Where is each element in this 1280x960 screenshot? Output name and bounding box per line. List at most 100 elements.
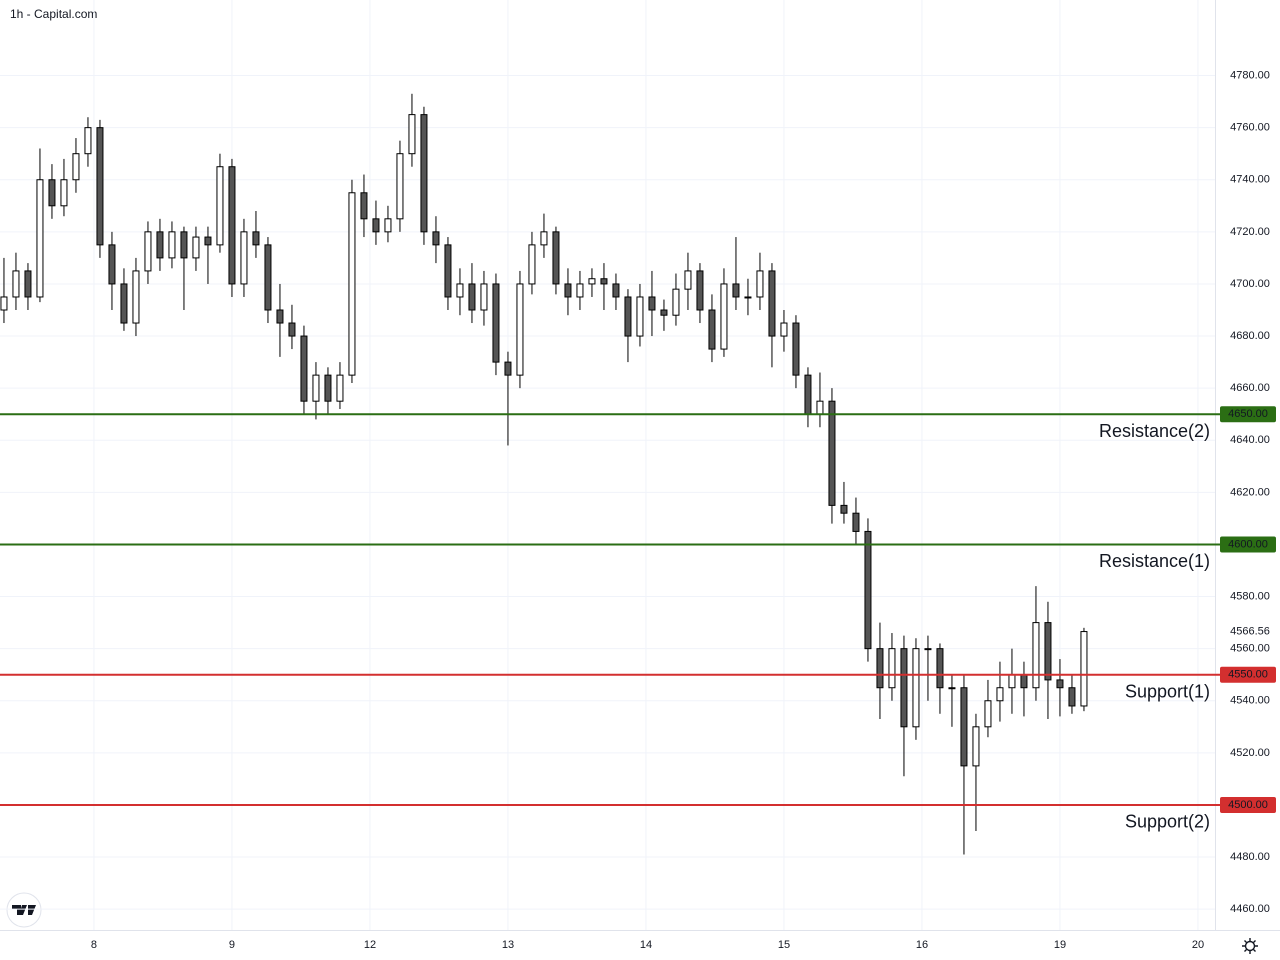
candle-body: [360, 192, 368, 220]
candle-body: [756, 270, 764, 298]
candle-body: [228, 166, 236, 285]
candle-body: [888, 648, 896, 689]
settings-icon[interactable]: [1242, 938, 1258, 954]
candle-body: [324, 374, 332, 402]
candle-body: [900, 648, 908, 728]
candle-body: [540, 231, 548, 246]
candle-body: [720, 283, 728, 350]
y-tick-label: 4540.00: [1230, 695, 1270, 707]
candle-body: [648, 296, 656, 311]
x-tick-label: 16: [916, 939, 928, 951]
candle-body: [372, 218, 380, 233]
candle-body: [240, 231, 248, 285]
candle-body: [336, 374, 344, 402]
candle-body: [120, 283, 128, 324]
candle-body: [252, 231, 260, 246]
candle-body: [636, 296, 644, 337]
candles: [0, 93, 1088, 855]
candle-body: [708, 309, 716, 350]
candle-body: [1044, 622, 1052, 681]
candle-body: [468, 283, 476, 311]
candle-body: [816, 400, 824, 415]
candle-body: [828, 400, 836, 506]
x-tick-label: 20: [1192, 939, 1204, 951]
y-tick-label: 4520.00: [1230, 747, 1270, 759]
candle-body: [996, 687, 1004, 702]
candle-body: [924, 648, 932, 651]
candle-body: [0, 296, 8, 311]
candle-body: [1008, 674, 1016, 689]
candle-body: [744, 296, 752, 299]
candle-body: [348, 192, 356, 376]
x-tick-label: 8: [91, 939, 97, 951]
candle-body: [168, 231, 176, 259]
candle-body: [384, 218, 392, 233]
candle-body: [516, 283, 524, 376]
candle-body: [264, 244, 272, 311]
candle-body: [180, 231, 188, 259]
x-tick-label: 12: [364, 939, 376, 951]
y-tick-label: 4720.00: [1230, 226, 1270, 238]
candle-body: [48, 179, 56, 207]
level-tag: [1220, 536, 1276, 553]
level-tag-label: 4650.00: [1228, 408, 1268, 420]
candle-body: [456, 283, 464, 298]
last-price-tag: [1220, 623, 1276, 640]
candle-body: [204, 236, 212, 246]
candle-body: [24, 270, 32, 298]
candle-body: [612, 283, 620, 298]
candle-body: [108, 244, 116, 285]
x-tick-label: 15: [778, 939, 790, 951]
candle-body: [792, 322, 800, 376]
candle-body: [864, 530, 872, 650]
candle-body: [96, 127, 104, 246]
candle-body: [84, 127, 92, 155]
candle-body: [624, 296, 632, 337]
candle-body: [1056, 679, 1064, 689]
candle-body: [432, 231, 440, 246]
candle-body: [936, 648, 944, 689]
candle-body: [156, 231, 164, 259]
candle-body: [600, 278, 608, 285]
candle-body: [840, 504, 848, 514]
y-tick-label: 4680.00: [1230, 330, 1270, 342]
candle-body: [768, 270, 776, 337]
x-tick-label: 14: [640, 939, 652, 951]
candle-body: [300, 335, 308, 402]
y-tick-label: 4640.00: [1230, 434, 1270, 446]
candle-body: [288, 322, 296, 337]
level-name: Resistance(2): [1099, 421, 1210, 441]
candle-body: [444, 244, 452, 298]
candle-body: [972, 726, 980, 767]
level-tag-label: 4600.00: [1228, 538, 1268, 550]
candle-body: [72, 153, 80, 181]
candle-body: [420, 114, 428, 233]
candle-body: [948, 687, 956, 690]
y-tick-label: 4700.00: [1230, 278, 1270, 290]
tradingview-logo: [6, 892, 42, 928]
candle-body: [696, 270, 704, 311]
candle-body: [804, 374, 812, 415]
candle-body: [876, 648, 884, 689]
y-tick-label: 4560.00: [1230, 643, 1270, 655]
candle-body: [852, 512, 860, 532]
level-tag-label: 4500.00: [1228, 799, 1268, 811]
candle-body: [732, 283, 740, 298]
x-tick-label: 9: [229, 939, 235, 951]
candle-body: [780, 322, 788, 337]
candle-body: [528, 244, 536, 285]
candle-body: [504, 361, 512, 376]
level-name: Support(2): [1125, 812, 1210, 832]
candle-body: [1020, 674, 1028, 689]
candle-body: [132, 270, 140, 324]
candle-body: [672, 288, 680, 316]
y-tick-label: 4660.00: [1230, 382, 1270, 394]
candle-body: [408, 114, 416, 155]
chart-title: 1h - Capital.com: [10, 7, 97, 21]
level-tag: [1220, 666, 1276, 683]
candle-body: [144, 231, 152, 272]
candle-body: [312, 374, 320, 402]
y-tick-label: 4580.00: [1230, 590, 1270, 602]
